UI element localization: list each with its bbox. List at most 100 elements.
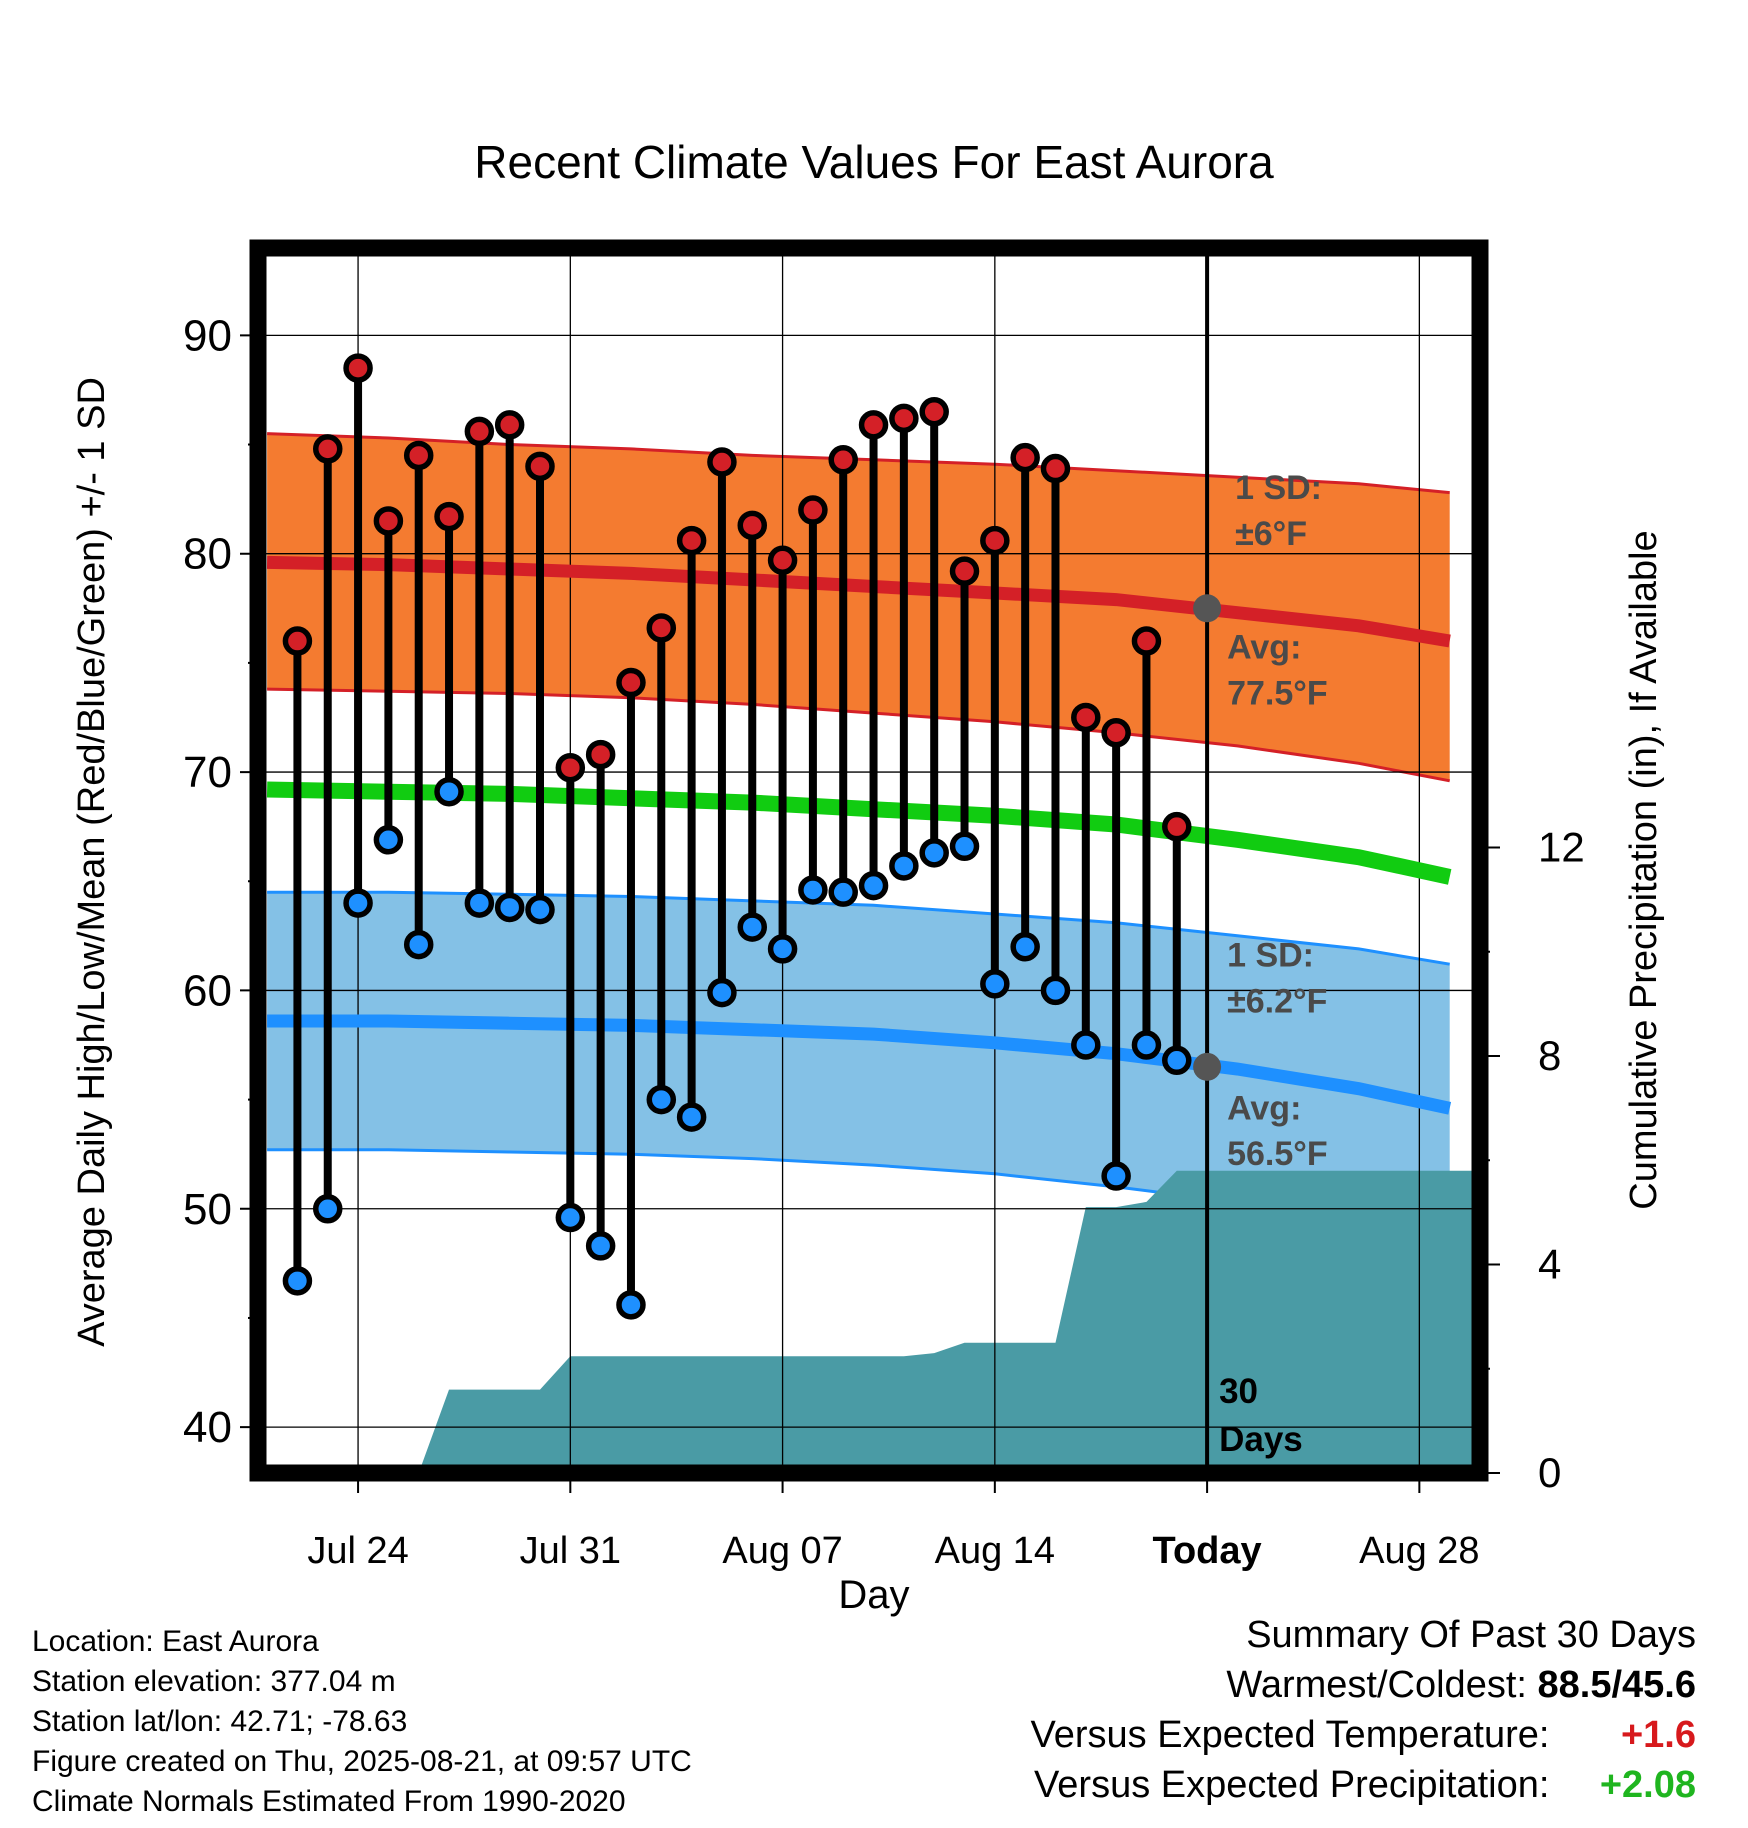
x-tick-label: Aug 28	[1359, 1530, 1479, 1572]
low-sd-value: ±6.2°F	[1227, 982, 1327, 1020]
window-unit: Days	[1219, 1420, 1303, 1459]
daily-high-point	[525, 451, 555, 482]
y2-tick-label: 12	[1538, 823, 1585, 870]
plot-area: 1 SD: ±6°F Avg: 77.5°F 1 SD: ±6.2°F Avg: 56.5°F…	[183, 239, 1585, 1572]
daily-low-point	[282, 1266, 313, 1296]
window-count: 30	[1219, 1372, 1258, 1411]
today-low-normal-point	[1193, 1052, 1222, 1081]
daily-low-point	[525, 894, 555, 925]
warmest-coldest-value: 88.5/45.6	[1537, 1664, 1696, 1706]
daily-high-point	[707, 447, 737, 477]
daily-high-point	[373, 506, 404, 536]
warmest-coldest-label: Warmest/Coldest:	[1226, 1664, 1527, 1706]
daily-high-point	[494, 410, 525, 440]
daily-high-point	[343, 353, 373, 383]
precip-departure-value: +2.08	[1599, 1764, 1696, 1806]
daily-high-point	[1010, 442, 1040, 473]
y-tick-label: 90	[183, 311, 232, 360]
daily-low-point	[798, 875, 828, 905]
daily-high-point	[737, 510, 768, 541]
plot-inner: 1 SD: ±6°F Avg: 77.5°F 1 SD: ±6.2°F Avg: 56.5°F…	[258, 248, 1480, 1473]
daily-low-point	[767, 934, 798, 964]
daily-high-point	[828, 445, 858, 475]
precip-departure-row: Versus Expected Precipitation: +2.08	[1031, 1760, 1696, 1810]
low-sd-band	[267, 892, 1450, 1251]
temp-departure-value: +1.6	[1620, 1714, 1696, 1756]
y-tick-label: 70	[183, 748, 232, 797]
x-axis-label: Day	[838, 1573, 909, 1617]
daily-low-point	[403, 929, 434, 960]
daily-low-point	[555, 1202, 586, 1233]
daily-high-point	[434, 501, 464, 532]
daily-high-point	[1040, 453, 1071, 484]
y2-tick-label: 0	[1538, 1449, 1561, 1496]
plot-frame	[249, 239, 1489, 1482]
daily-low-point	[949, 831, 980, 862]
daily-low-point	[1101, 1161, 1131, 1191]
x-tick-label: Jul 31	[520, 1530, 621, 1572]
daily-high-point	[889, 403, 919, 434]
summary-title: Summary Of Past 30 Days	[1246, 1614, 1696, 1656]
daily-low-point	[373, 825, 404, 855]
normal-low-line	[267, 1014, 1452, 1115]
high-avg-label: Avg:	[1227, 629, 1301, 667]
daily-low-point	[343, 888, 373, 918]
high-avg-value: 77.5°F	[1227, 674, 1328, 712]
temp-departure-label: Versus Expected Temperature:	[1030, 1714, 1550, 1756]
daily-high-point	[1071, 702, 1101, 733]
daily-high-point	[767, 545, 798, 576]
y-tick-label: 60	[183, 966, 232, 1015]
precip-departure-label: Versus Expected Precipitation:	[1034, 1764, 1550, 1806]
daily-low-point	[676, 1102, 707, 1132]
daily-high-point	[1162, 811, 1192, 842]
daily-low-point	[858, 870, 889, 901]
daily-low-point	[646, 1084, 677, 1115]
y2-tick-label: 8	[1538, 1032, 1561, 1079]
location-text: Location: East Aurora	[32, 1625, 319, 1658]
daily-low-point	[464, 888, 495, 918]
daily-low-point	[494, 892, 525, 923]
daily-high-point	[555, 752, 586, 783]
daily-low-point	[889, 851, 919, 881]
y-tick-label: 40	[183, 1403, 232, 1452]
daily-low-point	[980, 969, 1010, 999]
daily-low-point	[707, 977, 737, 1008]
high-sd-value: ±6°F	[1235, 515, 1307, 553]
daily-low-point	[1131, 1030, 1162, 1060]
low-avg-label: Avg:	[1227, 1089, 1301, 1127]
y2-axis-label: Cumulative Precipitation (in), If Availa…	[1623, 530, 1665, 1209]
y-tick-label: 80	[183, 530, 232, 579]
chart-title: Recent Climate Values For East Aurora	[474, 136, 1274, 188]
daily-high-point	[676, 525, 707, 556]
daily-low-point	[434, 776, 464, 807]
daily-low-point	[737, 912, 768, 942]
station-info: Location: East Aurora Station elevation:…	[32, 1622, 692, 1822]
daily-low-point	[312, 1194, 343, 1224]
daily-low-point	[1040, 975, 1071, 1006]
daily-high-point	[858, 410, 889, 440]
high-sd-label: 1 SD:	[1235, 469, 1322, 507]
y-axis-label: Average Daily High/Low/Mean (Red/Blue/Gr…	[71, 377, 113, 1347]
daily-high-point	[949, 556, 980, 586]
warmest-coldest-row: Warmest/Coldest: 88.5/45.6	[1031, 1660, 1696, 1710]
created-text: Figure created on Thu, 2025-08-21, at 09…	[32, 1745, 692, 1778]
daily-high-point	[464, 416, 495, 447]
daily-low-point	[616, 1290, 646, 1320]
summary-panel: Summary Of Past 30 Days Warmest/Coldest:…	[1031, 1610, 1696, 1810]
climate-chart: Recent Climate Values For East Aurora 1 …	[71, 136, 1665, 1617]
normals-text: Climate Normals Estimated From 1990-2020	[32, 1785, 626, 1818]
today-high-normal-point	[1193, 594, 1222, 623]
daily-high-point	[919, 397, 949, 427]
low-avg-value: 56.5°F	[1227, 1135, 1328, 1173]
daily-low-point	[828, 877, 858, 907]
latlon-text: Station lat/lon: 42.71; -78.63	[32, 1705, 408, 1738]
x-tick-label: Today	[1153, 1530, 1262, 1572]
daily-high-point	[1101, 718, 1131, 748]
elevation-text: Station elevation: 377.04 m	[32, 1665, 396, 1698]
precip-area	[258, 1170, 1480, 1473]
low-sd-label: 1 SD:	[1227, 936, 1314, 974]
daily-high-point	[585, 739, 616, 770]
daily-high-point	[798, 495, 828, 525]
temp-departure-row: Versus Expected Temperature: +1.6	[1031, 1710, 1696, 1760]
daily-high-point	[646, 613, 677, 643]
